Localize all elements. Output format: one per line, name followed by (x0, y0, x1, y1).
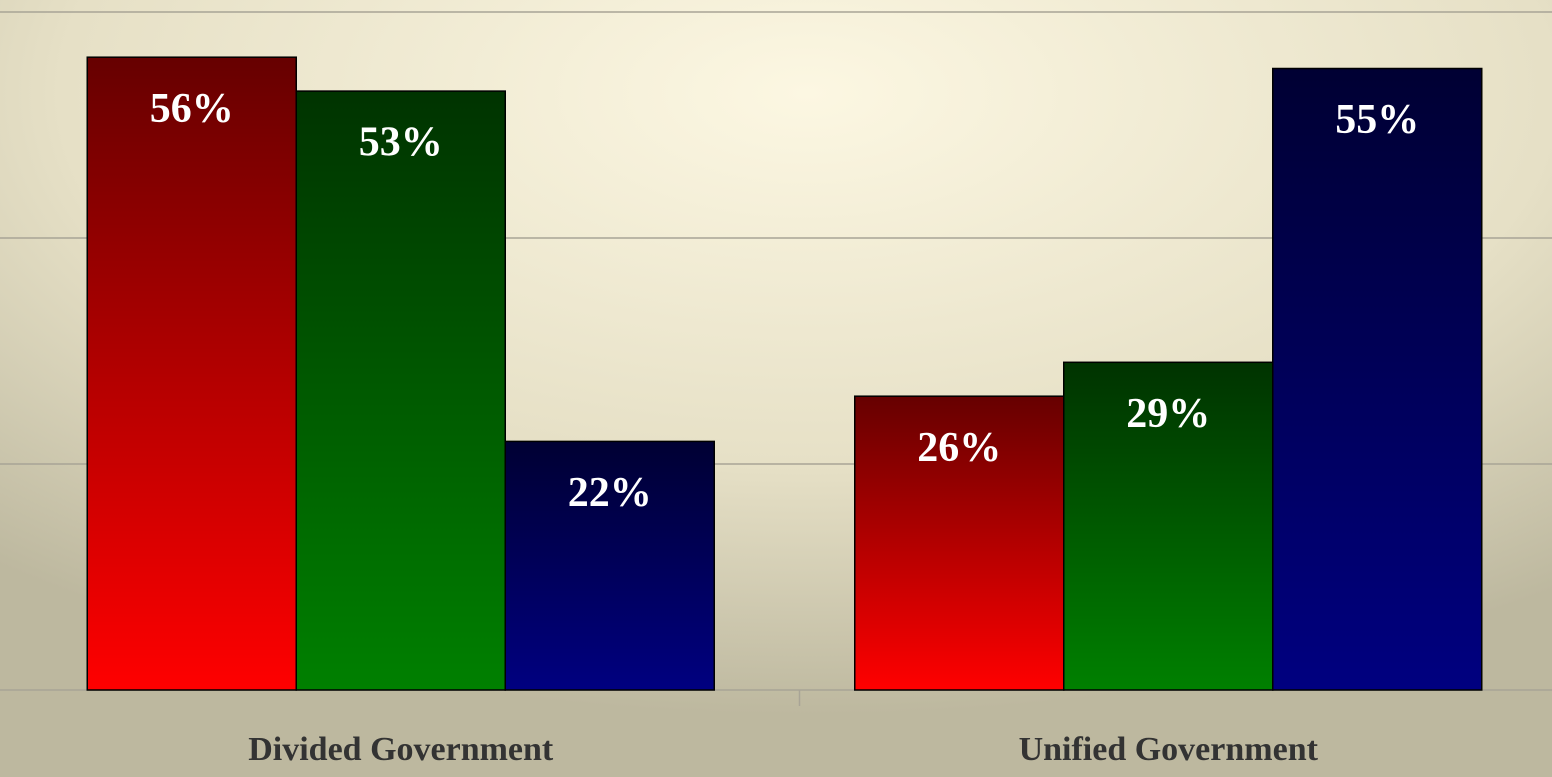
data-label: 22% (568, 470, 652, 516)
bar (854, 395, 1065, 691)
data-label: 29% (1126, 391, 1210, 437)
bar (86, 56, 297, 691)
bar (295, 90, 506, 691)
data-label: 26% (917, 425, 1001, 471)
bar (504, 440, 715, 691)
bar (1272, 67, 1483, 691)
bar (1063, 361, 1274, 691)
data-label: 55% (1335, 97, 1419, 143)
x-tick-label: Unified Government (1019, 731, 1319, 768)
data-label: 56% (150, 86, 234, 132)
data-label: 53% (359, 120, 443, 166)
x-tick-label: Divided Government (248, 731, 554, 768)
